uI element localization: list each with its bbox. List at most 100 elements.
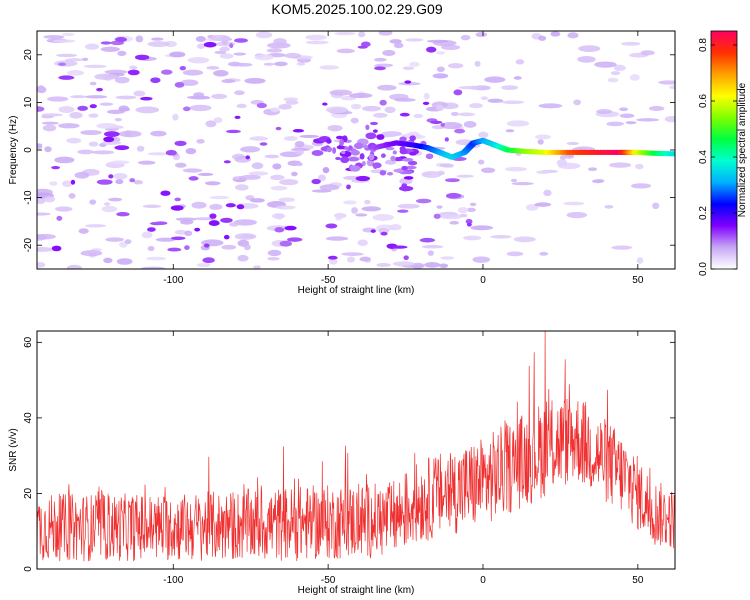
heatmap-cell bbox=[109, 160, 130, 165]
heatmap-cell bbox=[403, 176, 414, 180]
heatmap-cell bbox=[608, 162, 632, 168]
heatmap-cell bbox=[393, 42, 404, 49]
heatmap-cell bbox=[180, 79, 199, 86]
heatmap-cell bbox=[116, 258, 133, 265]
heatmap-cell bbox=[237, 254, 249, 262]
heatmap-cell bbox=[398, 185, 414, 192]
heatmap-cell bbox=[233, 62, 253, 67]
heatmap-cell bbox=[430, 120, 443, 124]
heatmap-cell bbox=[283, 97, 299, 102]
heatmap-cell bbox=[103, 131, 120, 137]
heatmap-cell bbox=[92, 150, 115, 155]
colorbar-tick-label: 0.4 bbox=[698, 150, 709, 164]
heatmap-cell bbox=[355, 175, 371, 182]
heatmap-cell bbox=[419, 237, 436, 243]
heatmap-cell bbox=[475, 32, 488, 38]
heatmap-cell bbox=[436, 51, 446, 55]
heatmap-cell bbox=[134, 54, 150, 61]
x-tick-label: 50 bbox=[632, 275, 644, 286]
heatmap-cell bbox=[422, 101, 430, 106]
heatmap-cell bbox=[264, 154, 280, 159]
heatmap-cell bbox=[270, 107, 280, 113]
heatmap-cell bbox=[604, 204, 614, 209]
heatmap-cell bbox=[361, 206, 381, 212]
y-tick-label: -10 bbox=[23, 190, 34, 205]
heatmap-cell bbox=[439, 121, 463, 129]
heatmap-cell bbox=[404, 80, 412, 84]
heatmap-cell bbox=[421, 244, 444, 249]
heatmap-cell bbox=[209, 213, 217, 219]
heatmap-cell bbox=[592, 179, 604, 184]
heatmap-cell bbox=[124, 130, 133, 137]
heatmap-cell bbox=[319, 65, 340, 70]
snr-y-label: SNR (v/v) bbox=[8, 428, 19, 471]
x-tick-label: -50 bbox=[321, 575, 336, 586]
heatmap-cell bbox=[648, 106, 665, 112]
heatmap-cell bbox=[457, 206, 469, 214]
heatmap-cell bbox=[334, 212, 347, 219]
heatmap-cell bbox=[392, 261, 415, 267]
heatmap-cell bbox=[234, 184, 249, 191]
heatmap-cell bbox=[380, 153, 386, 158]
heatmap-cell bbox=[652, 202, 660, 210]
heatmap-cell bbox=[273, 61, 288, 67]
heatmap-cell bbox=[550, 31, 561, 37]
y-tick-label: 20 bbox=[23, 487, 34, 499]
heatmap-cell bbox=[273, 38, 287, 45]
heatmap-cell bbox=[543, 189, 552, 197]
heatmap-cell bbox=[401, 157, 414, 162]
heatmap-cell bbox=[133, 179, 143, 185]
y-tick-label: -20 bbox=[23, 238, 34, 253]
heatmap-cell bbox=[153, 221, 168, 226]
heatmap-cell bbox=[487, 98, 504, 103]
heatmap-cell bbox=[196, 43, 206, 50]
heatmap-cell bbox=[248, 171, 269, 176]
heatmap-cell bbox=[55, 206, 73, 212]
spectrogram-heatmap bbox=[37, 31, 675, 269]
heatmap-cell bbox=[398, 81, 421, 86]
heatmap-cell bbox=[399, 136, 407, 143]
heatmap-cell bbox=[469, 103, 483, 109]
heatmap-cell bbox=[376, 134, 385, 140]
heatmap-cell bbox=[610, 71, 621, 76]
heatmap-cell bbox=[511, 182, 534, 186]
heatmap-cell bbox=[635, 163, 644, 170]
heatmap-cell bbox=[160, 69, 173, 75]
heatmap-cell bbox=[348, 145, 353, 150]
heatmap-cell bbox=[187, 57, 210, 64]
heatmap-cell bbox=[116, 212, 130, 217]
heatmap-cell bbox=[174, 162, 187, 168]
heatmap-cell bbox=[236, 103, 247, 109]
heatmap-cell bbox=[99, 102, 114, 106]
heatmap-cell bbox=[445, 178, 460, 183]
heatmap-cell bbox=[317, 174, 327, 182]
heatmap-cell bbox=[275, 126, 282, 131]
heatmap-cell bbox=[460, 34, 471, 41]
heatmap-cell bbox=[184, 245, 190, 250]
heatmap-cell bbox=[77, 149, 94, 155]
heatmap-cell bbox=[669, 85, 675, 90]
heatmap-cell bbox=[210, 34, 231, 41]
heatmap-cell bbox=[172, 113, 179, 121]
heatmap-cell bbox=[182, 69, 204, 76]
heatmap-cell bbox=[58, 106, 75, 113]
heatmap-cell bbox=[359, 153, 365, 160]
heatmap-cell bbox=[378, 227, 390, 234]
heatmap-cell bbox=[103, 257, 113, 264]
heatmap-cell bbox=[225, 203, 236, 208]
heatmap-cell bbox=[103, 136, 115, 143]
heatmap-cell bbox=[373, 112, 388, 118]
heatmap-cell bbox=[249, 136, 268, 141]
heatmap-cell bbox=[245, 155, 251, 160]
heatmap-cell bbox=[37, 143, 43, 150]
heatmap-cell bbox=[484, 76, 506, 83]
heatmap-cell bbox=[456, 174, 474, 178]
colorbar: 0.0 0.2 0.4 0.6 0.8 Normalized spectral ampl… bbox=[698, 30, 748, 276]
heatmap-cell bbox=[426, 46, 437, 53]
x-tick-label: -100 bbox=[163, 575, 183, 586]
heatmap-cell bbox=[370, 229, 376, 233]
heatmap-cell bbox=[327, 255, 338, 260]
heatmap-cell bbox=[578, 45, 601, 52]
heatmap-cell bbox=[380, 231, 388, 236]
heatmap-cell bbox=[240, 174, 261, 180]
